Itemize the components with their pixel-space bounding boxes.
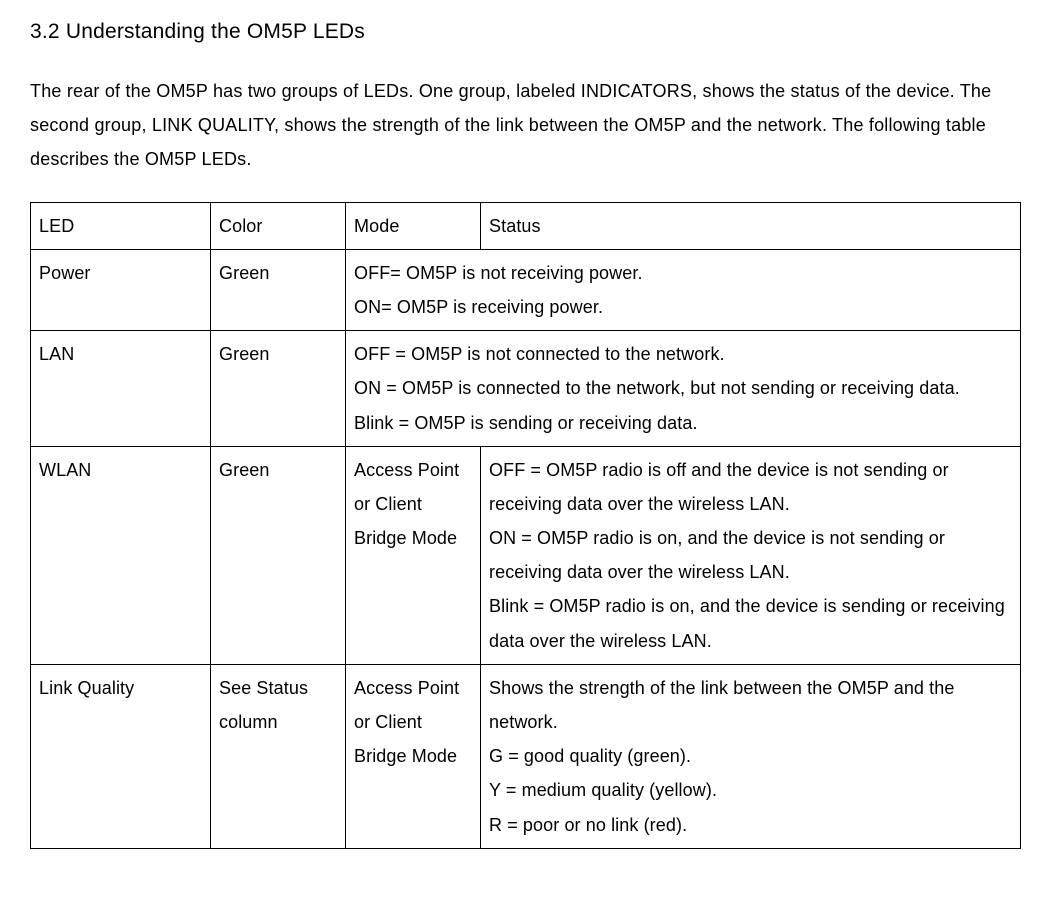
status-line: G = good quality (green).	[489, 739, 1012, 773]
status-line: OFF= OM5P is not receiving power.	[354, 256, 1012, 290]
cell-status: OFF = OM5P radio is off and the device i…	[481, 446, 1021, 664]
cell-mode: Access Point or Client Bridge Mode	[346, 664, 481, 848]
table-row: PowerGreenOFF= OM5P is not receiving pow…	[31, 249, 1021, 330]
status-line: Blink = OM5P radio is on, and the device…	[489, 589, 1012, 657]
status-line: OFF = OM5P is not connected to the netwo…	[354, 337, 1012, 371]
table-row: LANGreenOFF = OM5P is not connected to t…	[31, 331, 1021, 447]
intro-paragraph: The rear of the OM5P has two groups of L…	[30, 74, 1021, 177]
status-line: Shows the strength of the link between t…	[489, 671, 1012, 739]
cell-color: Green	[211, 446, 346, 664]
status-line: Y = medium quality (yellow).	[489, 773, 1012, 807]
cell-led: Link Quality	[31, 664, 211, 848]
cell-color: Green	[211, 249, 346, 330]
table-header-led: LED	[31, 202, 211, 249]
cell-led: LAN	[31, 331, 211, 447]
status-line: R = poor or no link (red).	[489, 808, 1012, 842]
cell-led: WLAN	[31, 446, 211, 664]
status-line: ON= OM5P is receiving power.	[354, 290, 1012, 324]
cell-status-merged: OFF= OM5P is not receiving power.ON= OM5…	[346, 249, 1021, 330]
cell-led: Power	[31, 249, 211, 330]
table-header-row: LEDColorModeStatus	[31, 202, 1021, 249]
status-line: ON = OM5P radio is on, and the device is…	[489, 521, 1012, 589]
table-header-status: Status	[481, 202, 1021, 249]
cell-color: See Status column	[211, 664, 346, 848]
cell-status-merged: OFF = OM5P is not connected to the netwo…	[346, 331, 1021, 447]
cell-mode: Access Point or Client Bridge Mode	[346, 446, 481, 664]
cell-color: Green	[211, 331, 346, 447]
status-line: ON = OM5P is connected to the network, b…	[354, 371, 1012, 405]
cell-status: Shows the strength of the link between t…	[481, 664, 1021, 848]
status-line: OFF = OM5P radio is off and the device i…	[489, 453, 1012, 521]
led-table: LEDColorModeStatusPowerGreenOFF= OM5P is…	[30, 202, 1021, 849]
table-row: Link QualitySee Status columnAccess Poin…	[31, 664, 1021, 848]
section-heading: 3.2 Understanding the OM5P LEDs	[30, 20, 1021, 44]
status-line: Blink = OM5P is sending or receiving dat…	[354, 406, 1012, 440]
table-row: WLANGreenAccess Point or Client Bridge M…	[31, 446, 1021, 664]
table-header-mode: Mode	[346, 202, 481, 249]
table-header-color: Color	[211, 202, 346, 249]
